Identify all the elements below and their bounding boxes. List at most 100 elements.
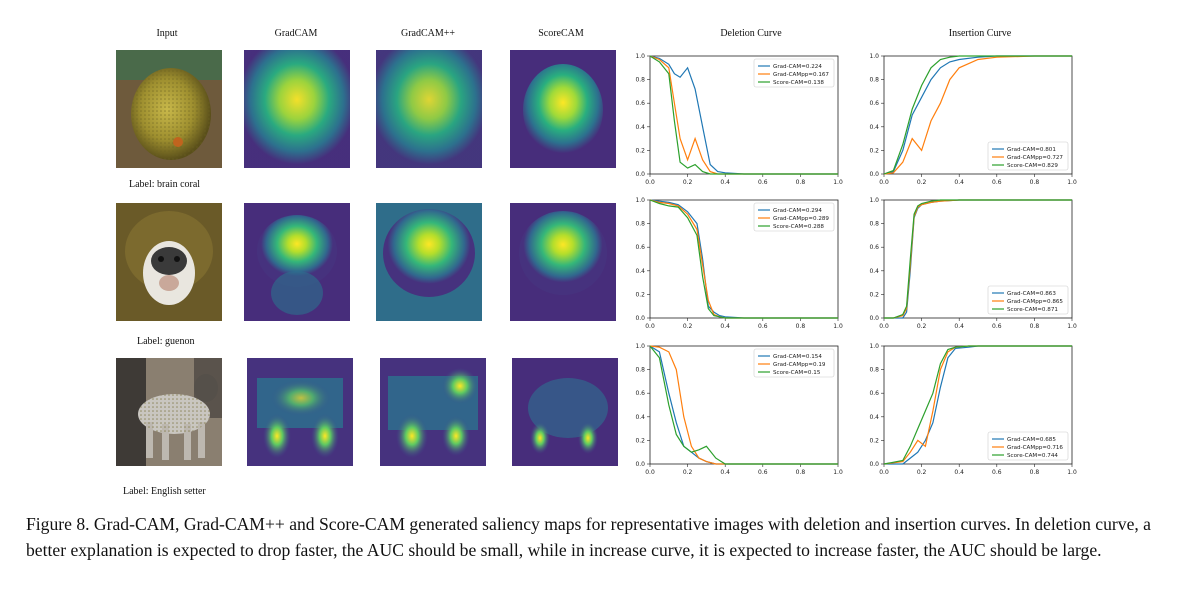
legend-entry: Grad-CAM=0.801: [1007, 147, 1056, 153]
x-tick-label: 1.0: [833, 469, 843, 476]
legend-entry: Grad-CAM=0.294: [773, 208, 822, 214]
y-tick-label: 0.0: [869, 461, 879, 468]
legend-entry: Grad-CAM=0.685: [1007, 437, 1056, 443]
x-tick-label: 0.6: [992, 179, 1002, 186]
insertion-plot-brain-coral: 0.00.0 0.2 0.2 0.4 0.4 0.6 0.6 0.8 0.8 1.0 1.0 Grad…: [869, 53, 1077, 186]
x-tick-label: 0.8: [1030, 469, 1040, 476]
x-tick-label: 0.2: [683, 179, 693, 186]
gradcam-map-english-setter: [247, 358, 353, 466]
y-tick-label: 0.2: [635, 437, 645, 444]
x-tick-label: 0.4: [720, 323, 730, 330]
x-tick-label: 0.2: [683, 323, 693, 330]
legend-entry: Score-CAM=0.138: [773, 80, 824, 86]
deletion-plot-guenon: 0.00.0 0.2 0.2 0.4 0.4 0.6 0.6 0.8 0.8 1.0 1.0 Grad…: [635, 197, 843, 330]
x-tick-label: 0.8: [796, 179, 806, 186]
legend-box: [753, 58, 835, 88]
header-scorecam: ScoreCAM: [538, 28, 584, 39]
x-tick-label: 1.0: [833, 179, 843, 186]
row-label-english-setter: Label: English setter: [123, 486, 206, 497]
scorecam-map-brain-coral: [510, 50, 616, 168]
y-tick-label: 0.4: [635, 124, 645, 131]
x-tick-label: 0.2: [917, 323, 927, 330]
y-tick-label: 0.4: [635, 268, 645, 275]
deletion-plot-english-setter: 0.00.0 0.2 0.2 0.4 0.4 0.6 0.6 0.8 0.8 1.0 1.0 Grad…: [635, 343, 843, 476]
legend-entry: Grad-CAMpp=0.19: [773, 362, 826, 368]
y-tick-label: 0.8: [869, 221, 879, 228]
legend-entry: Score-CAM=0.15: [773, 370, 821, 376]
x-tick-label: 0.8: [1030, 179, 1040, 186]
x-tick-label: 0.6: [992, 469, 1002, 476]
gradcampp-map-brain-coral: [376, 50, 482, 168]
header-insertion: Insertion Curve: [948, 28, 1012, 39]
x-tick-label: 1.0: [1067, 179, 1077, 186]
y-tick-label: 0.6: [869, 390, 879, 397]
x-tick-label: 0.0: [645, 469, 655, 476]
legend-box: [987, 431, 1069, 461]
y-tick-label: 1.0: [869, 197, 879, 204]
input-image-brain-coral: [116, 50, 222, 168]
y-tick-label: 0.4: [869, 268, 879, 275]
y-tick-label: 0.6: [635, 244, 645, 251]
series-line: [883, 55, 1072, 175]
legend-entry: Grad-CAM=0.224: [773, 64, 822, 70]
x-tick-label: 0.2: [917, 179, 927, 186]
x-tick-label: 0.2: [917, 469, 927, 476]
y-tick-label: 0.0: [635, 315, 645, 322]
x-tick-label: 0.8: [796, 323, 806, 330]
legend-box: [753, 202, 835, 232]
legend-entry: Score-CAM=0.871: [1007, 307, 1058, 313]
y-tick-label: 1.0: [869, 343, 879, 350]
header-gradcampp: GradCAM++: [400, 28, 456, 39]
y-tick-label: 0.6: [869, 244, 879, 251]
gradcam-map-brain-coral: [244, 50, 350, 168]
x-tick-label: 0.6: [758, 323, 768, 330]
header-deletion: Deletion Curve: [720, 28, 782, 39]
y-tick-label: 0.2: [869, 437, 879, 444]
series-line: [649, 55, 838, 175]
x-tick-label: 0.6: [758, 179, 768, 186]
y-tick-label: 0.0: [869, 171, 879, 178]
input-image-guenon: [116, 203, 222, 321]
y-tick-label: 0.8: [869, 77, 879, 84]
row-label-guenon: Label: guenon: [137, 336, 195, 347]
y-tick-label: 0.4: [869, 414, 879, 421]
legend-entry: Grad-CAMpp=0.727: [1007, 155, 1063, 161]
y-tick-label: 0.0: [869, 315, 879, 322]
y-tick-label: 1.0: [635, 197, 645, 204]
deletion-plot-brain-coral: 0.00.0 0.2 0.2 0.4 0.4 0.6 0.6 0.8 0.8 1.0 1.0 Grad…: [635, 53, 843, 186]
y-tick-label: 0.6: [635, 390, 645, 397]
legend-entry: Score-CAM=0.744: [1007, 453, 1058, 459]
header-input: Input: [156, 28, 178, 39]
y-tick-label: 0.2: [869, 147, 879, 154]
y-tick-label: 0.4: [869, 124, 879, 131]
x-tick-label: 1.0: [1067, 469, 1077, 476]
y-tick-label: 0.0: [635, 461, 645, 468]
y-tick-label: 0.4: [635, 414, 645, 421]
legend-box: [987, 285, 1069, 315]
scorecam-map-english-setter: [512, 358, 618, 466]
x-tick-label: 0.0: [879, 323, 889, 330]
y-tick-label: 0.8: [635, 77, 645, 84]
legend-entry: Grad-CAMpp=0.167: [773, 72, 829, 78]
y-tick-label: 0.8: [635, 367, 645, 374]
x-tick-label: 1.0: [833, 323, 843, 330]
series-line: [883, 55, 1072, 175]
x-tick-label: 0.0: [645, 179, 655, 186]
input-image-english-setter: [116, 358, 222, 466]
y-tick-label: 0.0: [635, 171, 645, 178]
gradcampp-map-guenon: [376, 203, 482, 321]
insertion-plot-english-setter: 0.00.0 0.2 0.2 0.4 0.4 0.6 0.6 0.8 0.8 1.0 1.0 Grad…: [869, 343, 1077, 476]
series-line: [649, 345, 838, 465]
x-tick-label: 0.4: [720, 179, 730, 186]
row-label-brain-coral: Label: brain coral: [129, 179, 201, 190]
legend-entry: Grad-CAM=0.154: [773, 354, 822, 360]
series-line: [884, 199, 1072, 319]
x-tick-label: 0.0: [879, 179, 889, 186]
x-tick-label: 0.4: [954, 179, 964, 186]
y-tick-label: 0.8: [869, 367, 879, 374]
x-tick-label: 0.6: [758, 469, 768, 476]
legend-entry: Grad-CAMpp=0.865: [1007, 299, 1063, 305]
legend-entry: Grad-CAMpp=0.716: [1007, 445, 1063, 451]
x-tick-label: 1.0: [1067, 323, 1077, 330]
insertion-plot-guenon: 0.00.0 0.2 0.2 0.4 0.4 0.6 0.6 0.8 0.8 1.0 1.0 Grad…: [869, 197, 1077, 330]
